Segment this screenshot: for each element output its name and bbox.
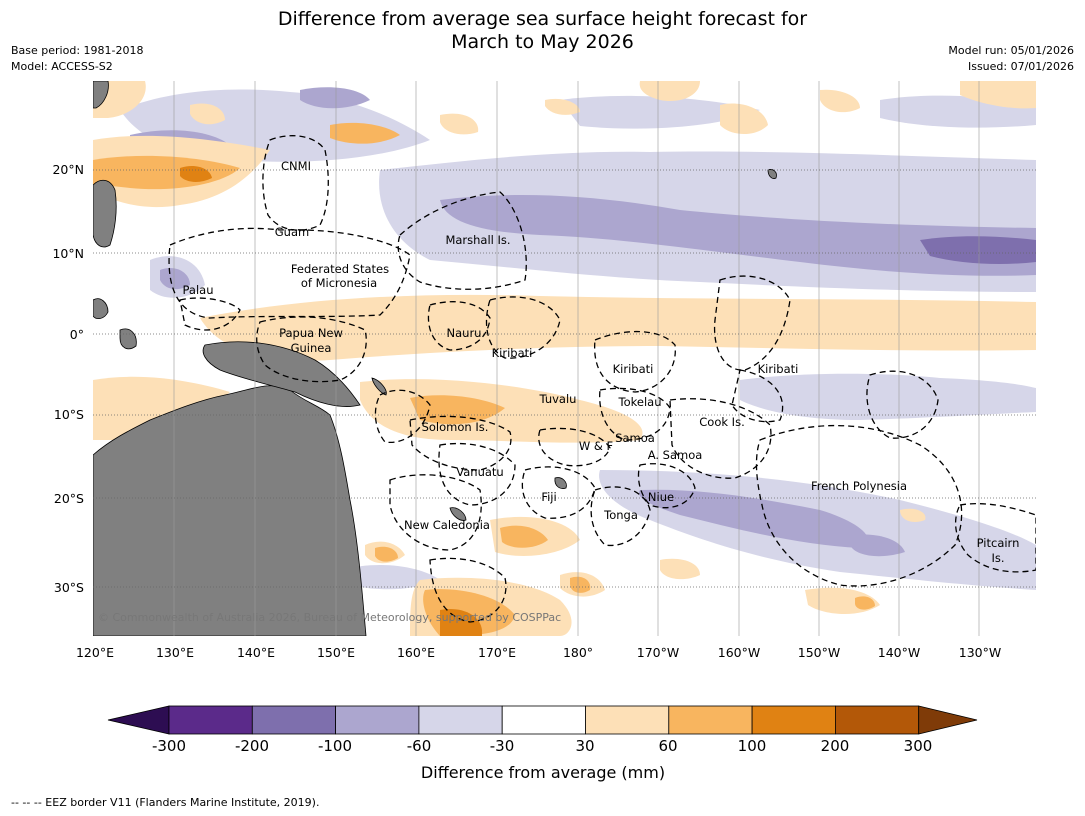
australia-land	[93, 385, 367, 636]
place-label: Papua New	[279, 326, 343, 340]
eez-borders	[168, 135, 1036, 623]
place-label: New Caledonia	[404, 518, 490, 532]
new-guinea-land	[202, 341, 361, 407]
meta-left: Base period: 1981-2018 Model: ACCESS-S2	[11, 43, 143, 75]
place-label: Kiribati	[613, 362, 654, 376]
colorbar-extend-low	[107, 705, 170, 735]
colorbar-extend-high	[918, 705, 978, 735]
place-label: Samoa	[615, 431, 655, 445]
meta-right: Model run: 05/01/2026 Issued: 07/01/2026	[948, 43, 1074, 75]
colorbar-tick: 200	[821, 737, 850, 755]
lon-label: 170°W	[637, 645, 679, 660]
place-label: A. Samoa	[648, 448, 703, 462]
place-label: Is.	[991, 551, 1004, 565]
place-label: Palau	[183, 283, 214, 297]
title-line-2: March to May 2026	[451, 31, 634, 53]
colorbar-label: Difference from average (mm)	[421, 763, 665, 782]
colorbar-bin	[585, 705, 670, 735]
new-caledonia-land	[449, 507, 467, 521]
place-label: Solomon Is.	[422, 420, 489, 434]
model-run: Model run: 05/01/2026	[948, 44, 1074, 57]
chart-title: Difference from average sea surface heig…	[0, 8, 1085, 54]
eez-footnote: -- -- -- EEZ border V11 (Flanders Marine…	[11, 796, 320, 809]
place-label: Cook Is.	[699, 415, 744, 429]
colorbar-bin	[168, 705, 253, 735]
issued-date: Issued: 07/01/2026	[967, 60, 1074, 73]
map-gridlines-lat	[93, 169, 1036, 588]
place-label: French Polynesia	[811, 479, 907, 493]
base-period: Base period: 1981-2018	[11, 44, 144, 57]
place-label: Pitcairn	[977, 536, 1020, 550]
lon-label: 130°W	[959, 645, 1001, 660]
place-label: Vanuatu	[456, 465, 503, 479]
title-line-1: Difference from average sea surface heig…	[277, 8, 808, 30]
colorbar-bin	[501, 705, 586, 735]
taiwan-land	[93, 81, 109, 109]
colorbar-tick: -60	[407, 737, 432, 755]
lat-label: 30°S	[54, 580, 84, 595]
place-label: CNMI	[281, 159, 311, 173]
place-labels: CNMI Guam Marshall Is. Federated States …	[183, 159, 1020, 565]
colorbar-tick: 300	[904, 737, 933, 755]
map-area: © Commonwealth of Australia 2026, Bureau…	[93, 81, 1036, 636]
place-label: Kiribati	[492, 346, 533, 360]
lon-label: 150°E	[317, 645, 355, 660]
solomon-land	[371, 377, 387, 396]
colorbar-tick: -100	[318, 737, 352, 755]
colorbar-tick: 100	[738, 737, 767, 755]
place-label: Guinea	[291, 341, 332, 355]
colorbar-tick: -200	[235, 737, 269, 755]
colorbar-bin	[335, 705, 420, 735]
land-masses	[93, 81, 777, 636]
lon-label: 120°E	[76, 645, 114, 660]
colorbar-bin	[668, 705, 753, 735]
lat-label: 20°N	[52, 162, 84, 177]
lon-label: 170°E	[478, 645, 516, 660]
fiji-land	[554, 477, 567, 489]
borneo-land	[93, 298, 109, 320]
lon-label: 160°E	[397, 645, 435, 660]
place-label: Tokelau	[618, 395, 662, 409]
lon-label: 140°W	[878, 645, 920, 660]
colorbar-tick: -30	[490, 737, 515, 755]
lat-label: 10°S	[54, 407, 84, 422]
place-label: Guam	[275, 225, 309, 239]
longitude-labels: 120°E 130°E 140°E 150°E 160°E 170°E 180°…	[76, 645, 1001, 660]
lon-label: 160°W	[718, 645, 760, 660]
lat-label: 0°	[70, 327, 84, 342]
colorbar-tick: 30	[575, 737, 594, 755]
colorbar-bin	[751, 705, 836, 735]
lat-label: 10°N	[52, 246, 84, 261]
place-label: Tonga	[603, 508, 638, 522]
anomaly-dark-purple	[920, 236, 1036, 264]
place-label: Federated States	[291, 262, 389, 276]
model-name: Model: ACCESS-S2	[11, 60, 113, 73]
colorbar: -300 -200 -100 -60 -30 30 60 100 200 300…	[107, 705, 978, 782]
colorbar-bin	[418, 705, 503, 735]
place-label: Kiribati	[758, 362, 799, 376]
place-label: of Micronesia	[301, 276, 377, 290]
hawaii-land	[767, 169, 777, 179]
colorbar-tick: 60	[658, 737, 677, 755]
latitude-labels: 20°N 10°N 0° 10°S 20°S 30°S	[52, 162, 84, 595]
lon-label: 180°	[563, 645, 593, 660]
lon-label: 130°E	[156, 645, 194, 660]
place-label: Tuvalu	[539, 392, 577, 406]
place-label: Nauru	[447, 326, 482, 340]
lon-label: 140°E	[237, 645, 275, 660]
lat-label: 20°S	[54, 491, 84, 506]
lon-label: 150°W	[798, 645, 840, 660]
place-label: Marshall Is.	[445, 233, 510, 247]
anomaly-medium-purple	[130, 87, 1036, 557]
colorbar-bin	[835, 705, 920, 735]
place-label: Niue	[648, 490, 674, 504]
map-gridlines	[173, 81, 980, 636]
place-label: Fiji	[541, 490, 556, 504]
colorbar-bin	[251, 705, 337, 735]
colorbar-tick: -300	[152, 737, 186, 755]
philippines-land	[93, 179, 117, 248]
place-label: W & F	[579, 439, 613, 453]
copyright-notice: © Commonwealth of Australia 2026, Bureau…	[98, 611, 561, 624]
